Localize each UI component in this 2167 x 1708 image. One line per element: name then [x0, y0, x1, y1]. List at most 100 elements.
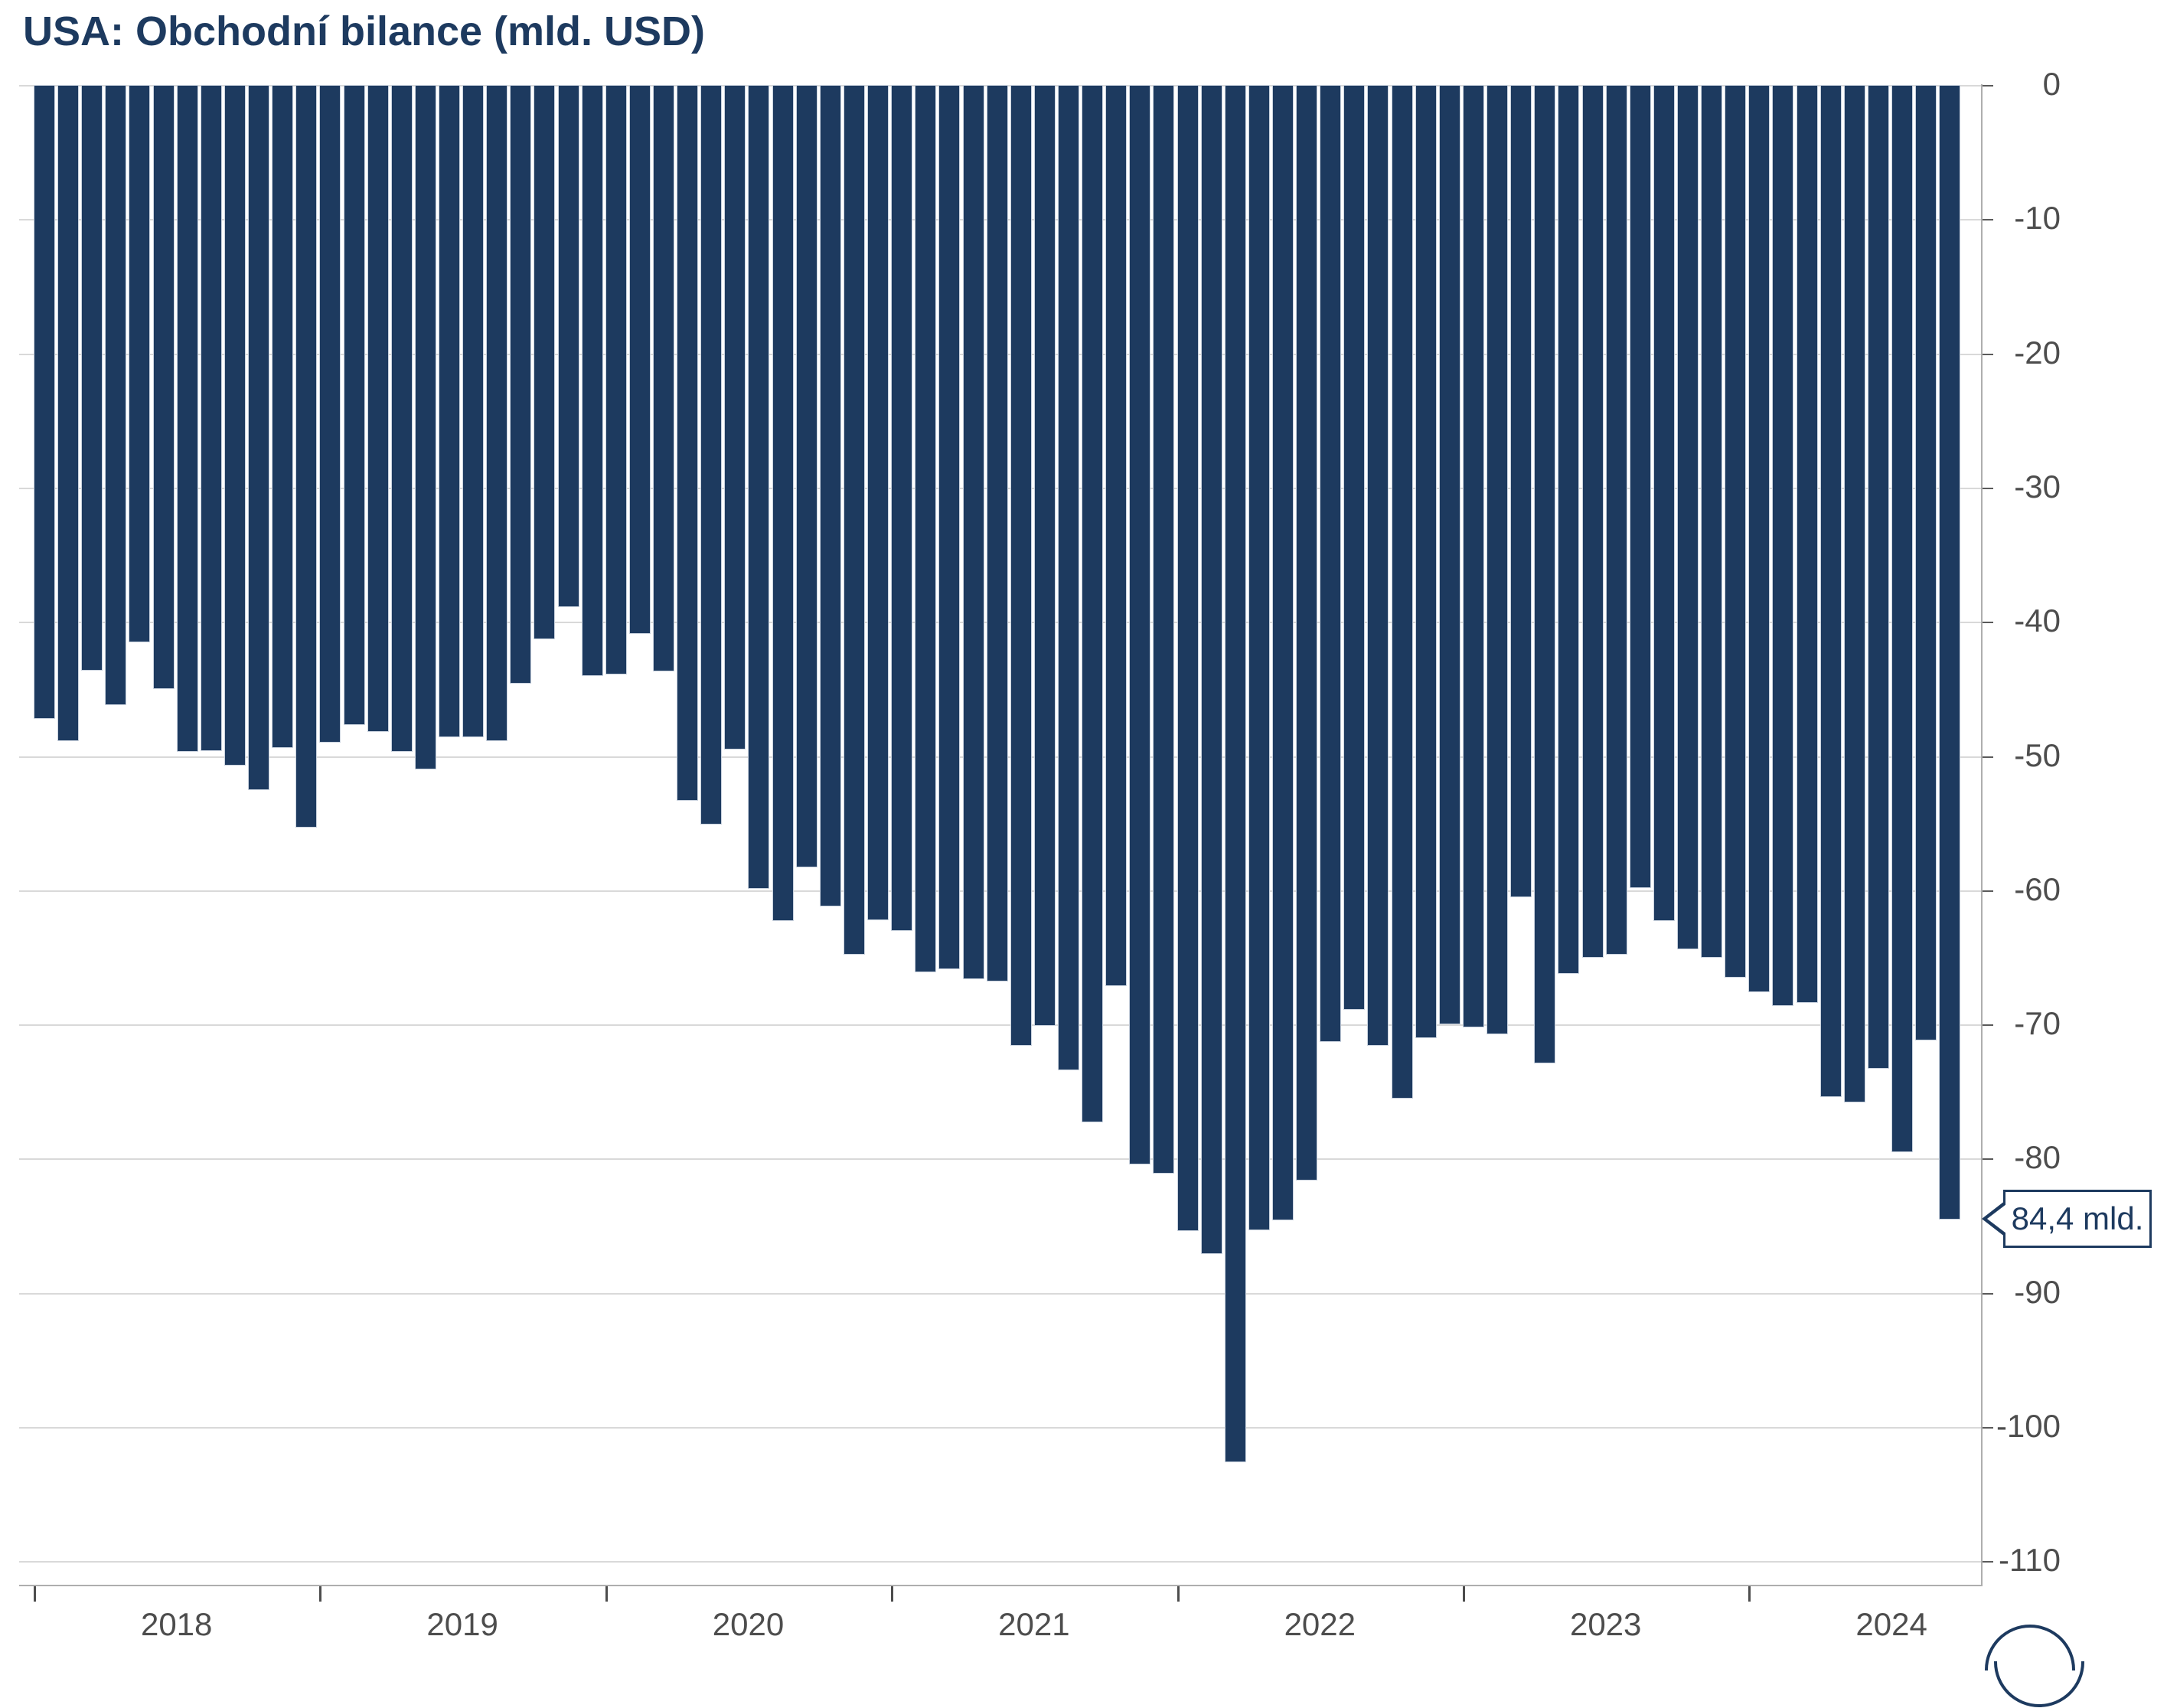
bar-2018-07: [176, 84, 198, 753]
macrobond-logo: MACROBOND: [1896, 1625, 2156, 1707]
gridline--80: [19, 1158, 1981, 1161]
y-axis-label--90: -90: [2014, 1273, 2061, 1310]
bar-2018-10: [248, 85, 270, 790]
bar-2020-03: [653, 84, 675, 672]
bar-2023-10: [1677, 84, 1699, 950]
bar-2023-05: [1558, 85, 1580, 974]
y-axis-tick--40: [1981, 622, 1993, 624]
y-axis-tick--110: [1981, 1561, 1993, 1563]
bar-2021-08: [1057, 85, 1079, 1070]
bar-2022-04: [1248, 85, 1270, 1230]
bar-2021-05: [986, 84, 1008, 982]
y-axis-label-0: 0: [2042, 66, 2061, 102]
bar-2020-01: [605, 85, 627, 674]
bar-2023-03: [1510, 85, 1532, 897]
bar-2021-06: [1010, 84, 1032, 1047]
bar-2021-02: [915, 85, 937, 972]
bar-2024-06: [1867, 84, 1889, 1070]
bar-2022-08: [1343, 84, 1366, 1011]
bar-2023-08: [1629, 85, 1651, 888]
x-axis-tick-2023: [1463, 1586, 1465, 1602]
bar-2021-12: [1153, 85, 1175, 1174]
y-axis-label--10: -10: [2014, 200, 2061, 237]
bar-2022-09: [1367, 84, 1389, 1047]
bar-2018-09: [224, 84, 246, 766]
y-axis-label--80: -80: [2014, 1139, 2061, 1176]
y-axis-label--110: -110: [1999, 1542, 2061, 1579]
gridline--100: [19, 1427, 1981, 1429]
x-axis-label-2018: 2018: [140, 1606, 213, 1642]
bar-2019-03: [367, 84, 389, 733]
bar-2024-09: [1939, 85, 1961, 1220]
bar-2023-06: [1581, 85, 1604, 958]
x-axis-tick-2018: [34, 1586, 36, 1602]
y-axis-tick--10: [1981, 219, 1993, 221]
x-axis-label-2024: 2024: [1855, 1606, 1927, 1642]
x-axis-label-2023: 2023: [1569, 1606, 1642, 1642]
bar-2024-07: [1891, 85, 1914, 1152]
bar-2020-06: [724, 85, 746, 749]
bar-2022-07: [1320, 84, 1342, 1043]
y-axis-tick--100: [1981, 1427, 1993, 1429]
bar-2024-04: [1819, 85, 1842, 1097]
x-axis-label-2020: 2020: [712, 1606, 785, 1642]
bar-2019-07: [462, 84, 485, 738]
y-axis-label--20: -20: [2014, 334, 2061, 371]
bar-2018-01: [34, 85, 55, 719]
y-axis-label--100: -100: [1996, 1408, 2061, 1444]
bar-2022-03: [1224, 85, 1246, 1462]
bar-2023-01: [1462, 85, 1484, 1027]
bar-2023-12: [1725, 85, 1747, 978]
bar-2018-02: [57, 84, 80, 742]
bar-2021-03: [938, 84, 961, 970]
chart-title: USA: Obchodní bilance (mld. USD): [23, 8, 706, 54]
logo-arc-bottom: [1994, 1661, 2084, 1707]
y-axis-label--70: -70: [2014, 1005, 2061, 1042]
bar-2020-12: [867, 85, 889, 920]
bar-2021-01: [891, 85, 913, 931]
bar-2019-01: [319, 84, 341, 743]
x-axis-line: [19, 1585, 1983, 1586]
bar-2024-01: [1748, 84, 1770, 993]
bar-2020-05: [700, 84, 723, 825]
bar-2020-07: [748, 84, 770, 890]
bar-2019-08: [486, 84, 508, 742]
bar-2018-12: [295, 85, 318, 828]
bar-2020-11: [843, 84, 865, 955]
y-axis-tick--80: [1981, 1158, 1993, 1161]
y-axis-line: [1981, 84, 1983, 1585]
bar-2023-07: [1605, 84, 1627, 955]
bar-2023-11: [1701, 85, 1723, 958]
x-axis-tick-2020: [605, 1586, 608, 1602]
bar-2020-08: [772, 84, 794, 922]
last-value-callout: 84,4 mld.: [1982, 1189, 2152, 1248]
y-axis-tick--20: [1981, 353, 1993, 355]
x-axis-tick-2021: [891, 1586, 894, 1602]
bar-2020-04: [677, 85, 699, 801]
bar-2019-06: [438, 84, 460, 738]
bar-2020-10: [819, 84, 841, 907]
bar-2018-03: [81, 85, 103, 671]
bar-2022-10: [1391, 85, 1413, 1099]
x-axis-tick-2024: [1748, 1586, 1751, 1602]
bar-2022-02: [1200, 84, 1222, 1255]
x-axis-label-2022: 2022: [1284, 1606, 1356, 1642]
gridline--90: [19, 1292, 1981, 1295]
bar-2024-02: [1772, 85, 1794, 1006]
bar-2023-09: [1653, 84, 1675, 922]
bar-2020-02: [628, 84, 651, 635]
bar-2019-10: [534, 84, 556, 640]
bar-2021-10: [1105, 85, 1128, 986]
bar-2022-05: [1272, 84, 1294, 1221]
bar-2022-06: [1296, 85, 1318, 1181]
bar-2018-04: [105, 84, 127, 706]
bar-2022-01: [1177, 84, 1199, 1232]
bar-2019-04: [390, 84, 413, 753]
bar-2022-11: [1415, 85, 1437, 1038]
bar-2018-05: [129, 85, 151, 642]
y-axis-tick-0: [1981, 85, 1993, 87]
y-axis-tick--30: [1981, 487, 1993, 489]
gridline--70: [19, 1024, 1981, 1027]
bar-2018-08: [200, 85, 222, 751]
bar-2023-04: [1534, 84, 1556, 1064]
